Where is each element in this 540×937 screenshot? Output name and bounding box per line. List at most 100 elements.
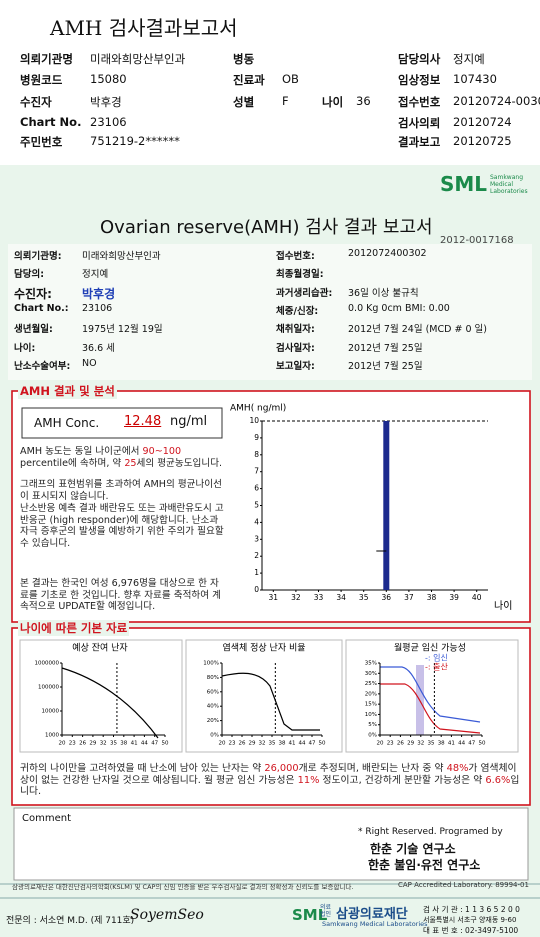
y-axis-label: AMH( ng/ml): [230, 404, 286, 414]
value: 107430: [453, 72, 497, 86]
section-heading: AMH 결과 및 분석: [18, 383, 117, 399]
address: 서울특별시 서초구 양재동 9-60: [423, 916, 517, 924]
value: F: [282, 94, 289, 108]
conc-box: [21, 407, 223, 439]
label: 의뢰기관명: [20, 52, 73, 66]
x-tick-label: 41: [131, 741, 138, 747]
paragraph: 그래프의 표현범위를 초과하여 AMH의 평균나이선이 표시되지 않습니다.: [20, 479, 222, 502]
info-value: 1975년 12월 19일: [82, 324, 163, 336]
x-tick-label: 32: [100, 741, 107, 747]
info-label: 수진자:: [14, 286, 52, 301]
comment-box: [13, 807, 529, 881]
value: 미래와희망산부인과: [90, 52, 186, 66]
value: 정지예: [453, 52, 485, 66]
text: 정도이고, 건강하게 분만할 가능성은 약: [319, 774, 486, 786]
logo-sub: Samkwang Medical Laboratories: [490, 174, 528, 195]
text: 가 염색체이상이 없는 건강한 난자일 것으로 예상됩니다. 월 평균 임신 가…: [20, 763, 517, 786]
chart-frame: [19, 639, 183, 753]
text: percentile에 속하며, 약: [20, 457, 125, 469]
x-tick-label: 20: [377, 741, 384, 747]
x-tick-label: 47: [468, 741, 475, 747]
value: 751219-2******: [90, 134, 180, 148]
text: AMH 농도는 동일 나이군에서: [20, 446, 143, 457]
info-value: 2012072400302: [348, 248, 427, 259]
info-value: 2012년 7월 24일 (MCD # 0 일): [348, 324, 487, 336]
specialist: 전문의 : 서소연 M.D. (제 711호): [6, 916, 135, 926]
label: 수진자: [20, 95, 52, 109]
x-tick-label: 23: [229, 741, 236, 747]
x-tick-label: 26: [79, 741, 86, 747]
paragraph: 난소반응 예측 결과 배란유도 또는 과배란유도시 고반응군 (high res…: [20, 503, 224, 549]
footer-logo: SML: [292, 906, 328, 924]
legend-entry: -: 임신: [425, 654, 448, 663]
x-tick-label: 29: [249, 741, 256, 747]
org-prefix: 의료법인: [320, 904, 332, 918]
label: 검사의뢰: [398, 116, 441, 130]
lab-name: 한춘 기술 연구소: [370, 842, 456, 856]
conc-value: 12.48: [124, 414, 162, 429]
paragraph: AMH 농도는 동일 나이군에서 90~100 percentile에 속하며,…: [20, 446, 225, 469]
x-tick-label: 31: [269, 593, 279, 602]
x-tick-label: 32: [417, 741, 424, 747]
label: 성별: [233, 95, 255, 109]
info-label: 최종월경일:: [276, 269, 324, 281]
x-tick-label: 34: [336, 593, 346, 602]
y-tick-label: 0%: [368, 733, 377, 739]
label: 임상정보: [398, 73, 441, 87]
x-tick-label: 23: [387, 741, 394, 747]
signature: SoyemSeo: [130, 907, 204, 923]
info-value: 2012년 7월 25일: [348, 342, 423, 354]
chart-title: 월평균 임신 가능성: [394, 642, 466, 654]
info-label: 과거생리습관:: [276, 287, 333, 299]
text: 11%: [297, 774, 320, 786]
y-tick-label: 35%: [365, 661, 377, 667]
y-tick-label: 4: [254, 517, 259, 526]
y-tick-label: 5: [254, 501, 259, 510]
value: 20120725: [453, 134, 512, 148]
y-tick-label: 30%: [365, 671, 377, 677]
x-axis-label: 나이: [494, 600, 512, 612]
section-heading: 나이에 따른 기본 자료: [18, 620, 130, 636]
y-tick-label: 20%: [365, 691, 377, 697]
paragraph: 본 결과는 한국인 여성 6,976명을 대상으로 한 자료를 기초로 한 것입…: [20, 578, 221, 612]
legend-entry: -: 출산: [425, 662, 448, 672]
text: 26,000: [264, 763, 299, 774]
x-tick-label: 32: [291, 593, 301, 602]
x-tick-label: 35: [269, 741, 276, 747]
curve: [380, 683, 481, 734]
info-label: 난소수술여부:: [14, 360, 71, 372]
report-title: Ovarian reserve(AMH) 검사 결과 보고서: [100, 217, 433, 238]
org-en: Samkwang Medical Laboratories: [322, 920, 428, 928]
x-tick-label: 41: [289, 741, 296, 747]
y-tick-label: 7: [254, 467, 259, 476]
phone: 대 표 번 호 : 02-3497-5100: [423, 926, 519, 935]
y-tick-label: 10%: [365, 712, 377, 718]
amh-bar: [383, 421, 390, 590]
info-value: 정지예: [82, 269, 109, 281]
x-tick-label: 33: [314, 593, 324, 602]
x-tick-label: 37: [404, 593, 414, 602]
y-tick-label: 0%: [210, 733, 219, 739]
info-value: 미래와희망산부인과: [82, 251, 161, 262]
y-tick-label: 0: [254, 585, 259, 594]
y-tick-label: 6: [254, 484, 259, 493]
info-label: 담당의:: [14, 269, 45, 281]
y-tick-label: 25%: [365, 681, 377, 687]
info-label: 검사일자:: [276, 342, 315, 354]
x-tick-label: 38: [427, 593, 437, 602]
x-tick-label: 35: [428, 741, 435, 747]
y-tick-label: 1: [254, 568, 259, 577]
y-tick-label: 100%: [203, 661, 219, 667]
x-tick-label: 50: [479, 741, 486, 747]
curve: [61, 667, 159, 739]
text: 25: [124, 457, 137, 469]
info-label: 접수번호:: [276, 251, 315, 262]
text: 세의 평균농도입니다.: [136, 457, 223, 469]
x-tick-label: 38: [120, 741, 127, 747]
y-tick-label: 10: [249, 416, 259, 425]
info-value: 36일 이상 불규칙: [348, 287, 419, 299]
notice: 삼광의료재단은 대한진단검사의학회(KSLM) 및 CAP의 신임 인증을 받은…: [12, 883, 354, 891]
curve: [221, 672, 320, 731]
